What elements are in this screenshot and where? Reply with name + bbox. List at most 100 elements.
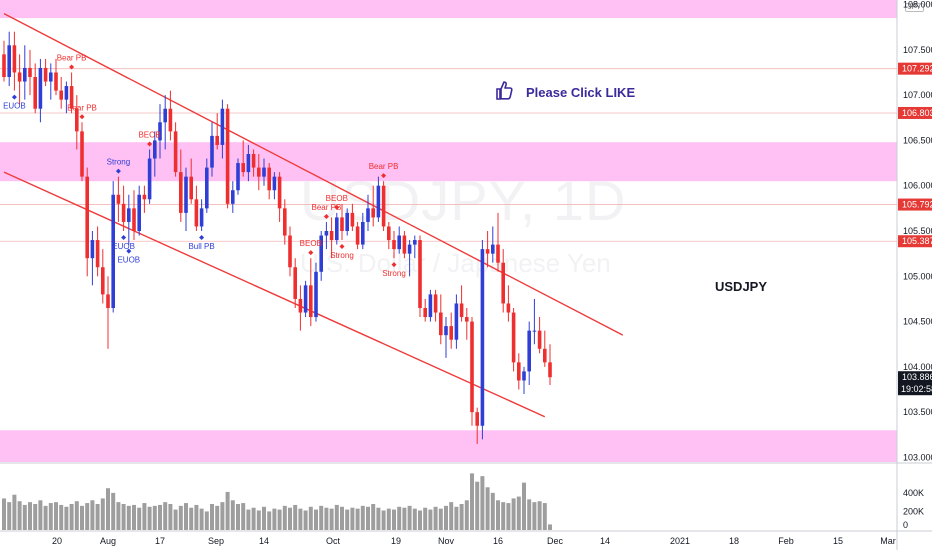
signal-diamond (334, 204, 340, 210)
candle-body (199, 208, 204, 227)
time-tick-label: 17 (155, 536, 165, 546)
candle-body (121, 203, 126, 222)
volume-bar (48, 503, 53, 530)
volume-bar (147, 506, 152, 530)
time-axis[interactable]: 20 Aug 17 Sep 14 Oct 19 Nov 16 Dec 14 2021 18 Feb 15 Ma… (52, 536, 896, 546)
signal-annotation: Strong (107, 158, 130, 174)
volume-bar (272, 508, 277, 530)
price-label-text: 105.792 (902, 200, 932, 210)
volume-bar (511, 498, 516, 530)
candle (106, 276, 110, 349)
volume-bar (537, 501, 542, 530)
candle-body (543, 348, 547, 363)
volume-bar (340, 506, 344, 530)
candle (392, 231, 396, 259)
candle (465, 308, 469, 340)
candle (147, 149, 152, 204)
candle-body (532, 330, 537, 332)
candle-body (298, 298, 303, 313)
candle (329, 217, 334, 259)
volume-bar (485, 487, 490, 530)
supply-demand-zone-1 (0, 142, 897, 182)
volume-tick-label: 0 (903, 520, 908, 530)
thumbs-up-icon (496, 80, 514, 105)
volume-bar (199, 508, 204, 530)
candle-body (64, 86, 69, 100)
candle (28, 49, 32, 96)
signal-diamond (11, 94, 17, 100)
volume-bar (308, 506, 313, 530)
time-tick-label: 18 (729, 536, 739, 546)
signal-annotation: Bear PB (369, 162, 398, 179)
candle-body (163, 108, 167, 123)
candle-body (241, 163, 245, 173)
currency-badge[interactable]: JPY (905, 3, 924, 12)
candle (54, 58, 58, 96)
candle (532, 298, 537, 345)
volume-bar (225, 491, 230, 530)
candle-body (262, 167, 266, 177)
volume-bar (194, 504, 199, 530)
signal-annotation: BEOB (138, 130, 161, 147)
price-tick-label: 103.500 (903, 407, 932, 417)
candle-body (80, 131, 84, 177)
price-axis[interactable]: 108.000 107.500 107.000 106.500 106.000 105.5… (898, 0, 932, 530)
price-tick-label: 108.000 (903, 0, 932, 10)
candle-body (38, 67, 43, 109)
candle-body (267, 167, 271, 191)
volume-bar (381, 510, 386, 530)
volume-bar (298, 508, 303, 530)
volume-tick-label: 200K (903, 506, 924, 516)
candle-body (314, 271, 318, 318)
symbol-label: USDJPY (715, 279, 768, 294)
candle-body (319, 235, 323, 272)
candle (543, 330, 547, 367)
candle-body (132, 208, 136, 231)
volume-bar (33, 504, 38, 530)
price-tick-label: 104.500 (903, 317, 932, 327)
volume-bar (17, 501, 22, 530)
signal-label: EUOB (3, 102, 26, 111)
volume-bar (516, 496, 521, 530)
last-price-text: 103.886 (902, 372, 932, 382)
volume-bar (22, 504, 27, 530)
like-callout[interactable]: Please Click LIKE (496, 80, 635, 105)
candle (137, 185, 141, 236)
candle-body (28, 67, 32, 77)
signal-diamond (199, 235, 205, 240)
candle-body (106, 294, 110, 308)
time-tick-label: Sep (208, 536, 224, 546)
candle-body (111, 194, 115, 308)
candle (90, 231, 95, 286)
time-tick-label: 2021 (670, 536, 690, 546)
signal-diamond (126, 248, 132, 254)
signal-annotation: Strong (330, 244, 354, 260)
candle-body (371, 208, 375, 218)
volume-bar (433, 506, 438, 530)
candle (116, 176, 121, 222)
candle-body (439, 312, 443, 336)
candle (241, 140, 245, 177)
candle-body (366, 208, 370, 222)
channel-lower-line (3, 171, 546, 418)
volume-bar (116, 502, 121, 530)
candle (454, 294, 459, 349)
volume-bar (106, 488, 110, 530)
candle (246, 144, 251, 182)
signal-label: Strong (330, 251, 354, 260)
candle (428, 289, 433, 322)
volume-bar (142, 503, 147, 530)
candle (153, 131, 157, 177)
candle (506, 285, 511, 322)
candle-body (501, 262, 505, 304)
volume-bar (355, 508, 360, 530)
last-price-box (898, 371, 932, 396)
candle (173, 122, 178, 177)
candle-body (12, 45, 17, 73)
volume-bar (418, 510, 422, 530)
candle (376, 176, 381, 222)
candle (231, 181, 235, 213)
candle-body (220, 108, 225, 145)
